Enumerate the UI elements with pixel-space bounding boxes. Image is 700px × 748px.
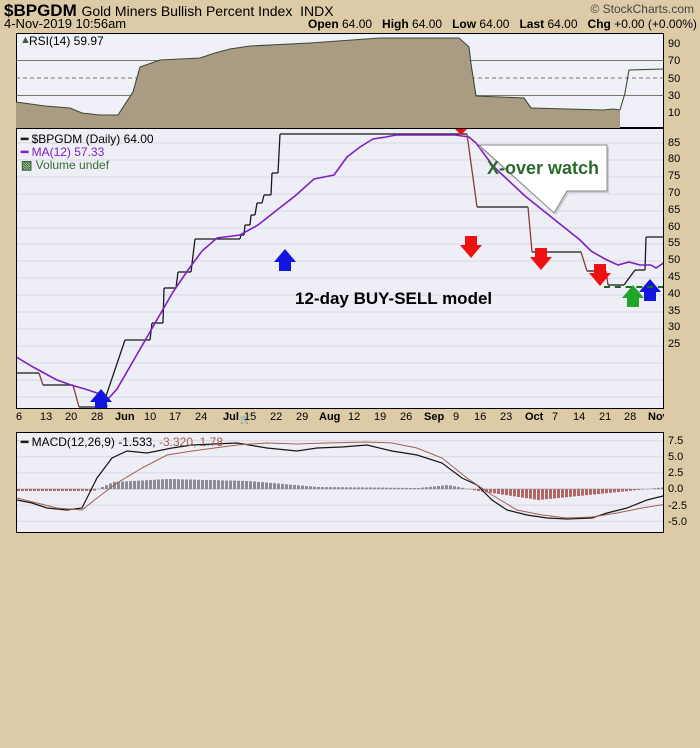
- svg-text:X-over watch: X-over watch: [487, 158, 599, 178]
